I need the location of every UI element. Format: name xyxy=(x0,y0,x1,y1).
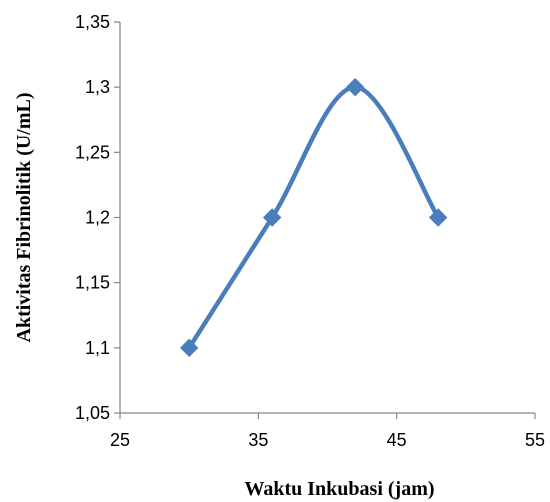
x-tick-label: 25 xyxy=(110,430,130,450)
series-line xyxy=(186,84,441,351)
y-tick-label: 1,1 xyxy=(85,338,110,358)
x-axis-title: Waktu Inkubasi (jam) xyxy=(244,478,434,500)
data-point xyxy=(262,208,282,227)
y-tick-label: 1,25 xyxy=(75,142,110,162)
data-point xyxy=(345,77,365,97)
data-point xyxy=(428,208,448,227)
y-tick-label: 1,15 xyxy=(75,273,110,293)
y-tick-label: 1,2 xyxy=(85,208,110,228)
plot-area xyxy=(179,77,448,358)
y-tick-label: 1,35 xyxy=(75,12,110,32)
y-axis-title: Aktivitas Fibrinolitik (U/mL) xyxy=(13,92,35,342)
x-tick-label: 55 xyxy=(525,430,545,450)
x-tick-label: 35 xyxy=(248,430,268,450)
x-tick-label: 45 xyxy=(387,430,407,450)
y-tick-label: 1,05 xyxy=(75,403,110,423)
y-tick-label: 1,3 xyxy=(85,77,110,97)
data-point xyxy=(179,338,199,358)
axes: 1,05 1,1 1,15 1,2 1,25 1,3 1,35 25 35 45 55 xyxy=(75,12,545,450)
